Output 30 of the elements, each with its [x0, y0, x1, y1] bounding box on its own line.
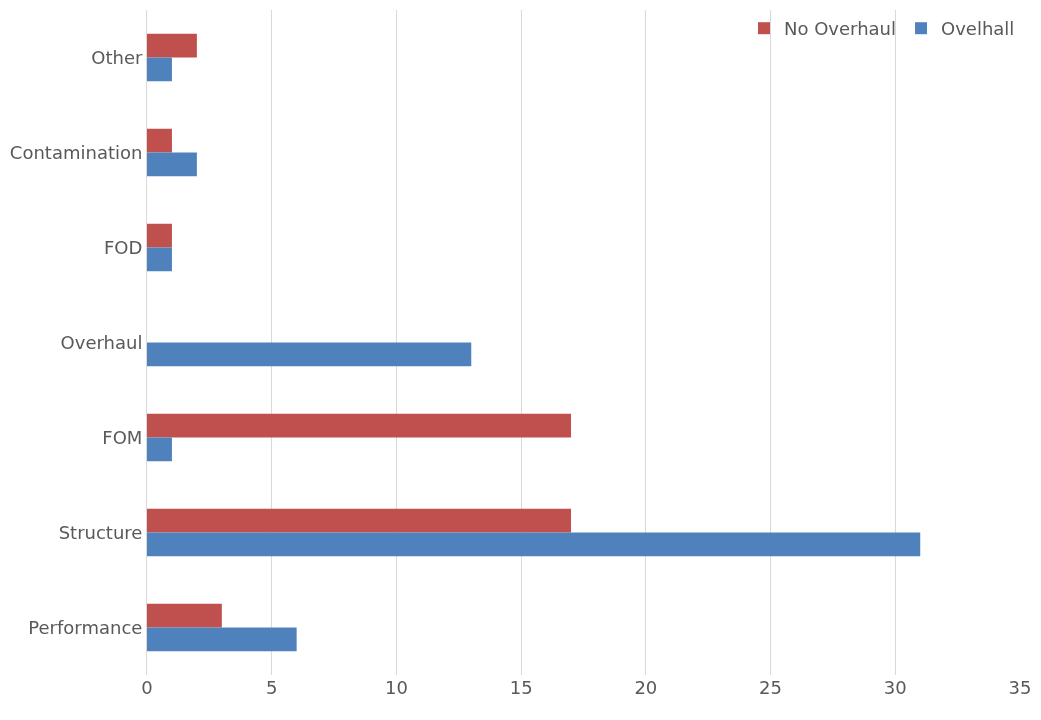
y-tick-label: Other: [91, 46, 143, 68]
y-tick-label: FOD: [104, 236, 143, 258]
y-tick-label: Structure: [58, 521, 143, 543]
y-tick-label: Overhaul: [60, 331, 143, 353]
bar: [147, 627, 297, 652]
x-tick-label: 20: [634, 677, 658, 698]
x-tick-label: 30: [883, 677, 907, 698]
x-tick-label: 35: [1008, 677, 1032, 698]
bar: [147, 342, 472, 367]
y-tick-label: FOM: [102, 426, 143, 448]
y-tick-label: Performance: [28, 616, 143, 638]
bar: [147, 152, 197, 177]
legend-label: Ovelhall: [941, 18, 1015, 40]
bar: [147, 532, 921, 557]
x-tick-label: 0: [141, 677, 153, 698]
x-tick-label: 15: [509, 677, 533, 698]
bar: [147, 223, 172, 248]
bar: [147, 508, 572, 533]
bar: [147, 603, 222, 628]
y-tick-label: Contamination: [9, 141, 143, 163]
bar: [147, 57, 172, 82]
x-tick-label: 5: [265, 677, 278, 698]
bar: [147, 33, 197, 58]
x-tick-label: 25: [759, 677, 783, 698]
legend-label: No Overhaul: [784, 18, 897, 40]
bar: [147, 128, 172, 153]
bar: [147, 437, 172, 462]
bar: [147, 247, 172, 272]
x-tick-label: 10: [384, 677, 408, 698]
bar: [147, 413, 572, 438]
